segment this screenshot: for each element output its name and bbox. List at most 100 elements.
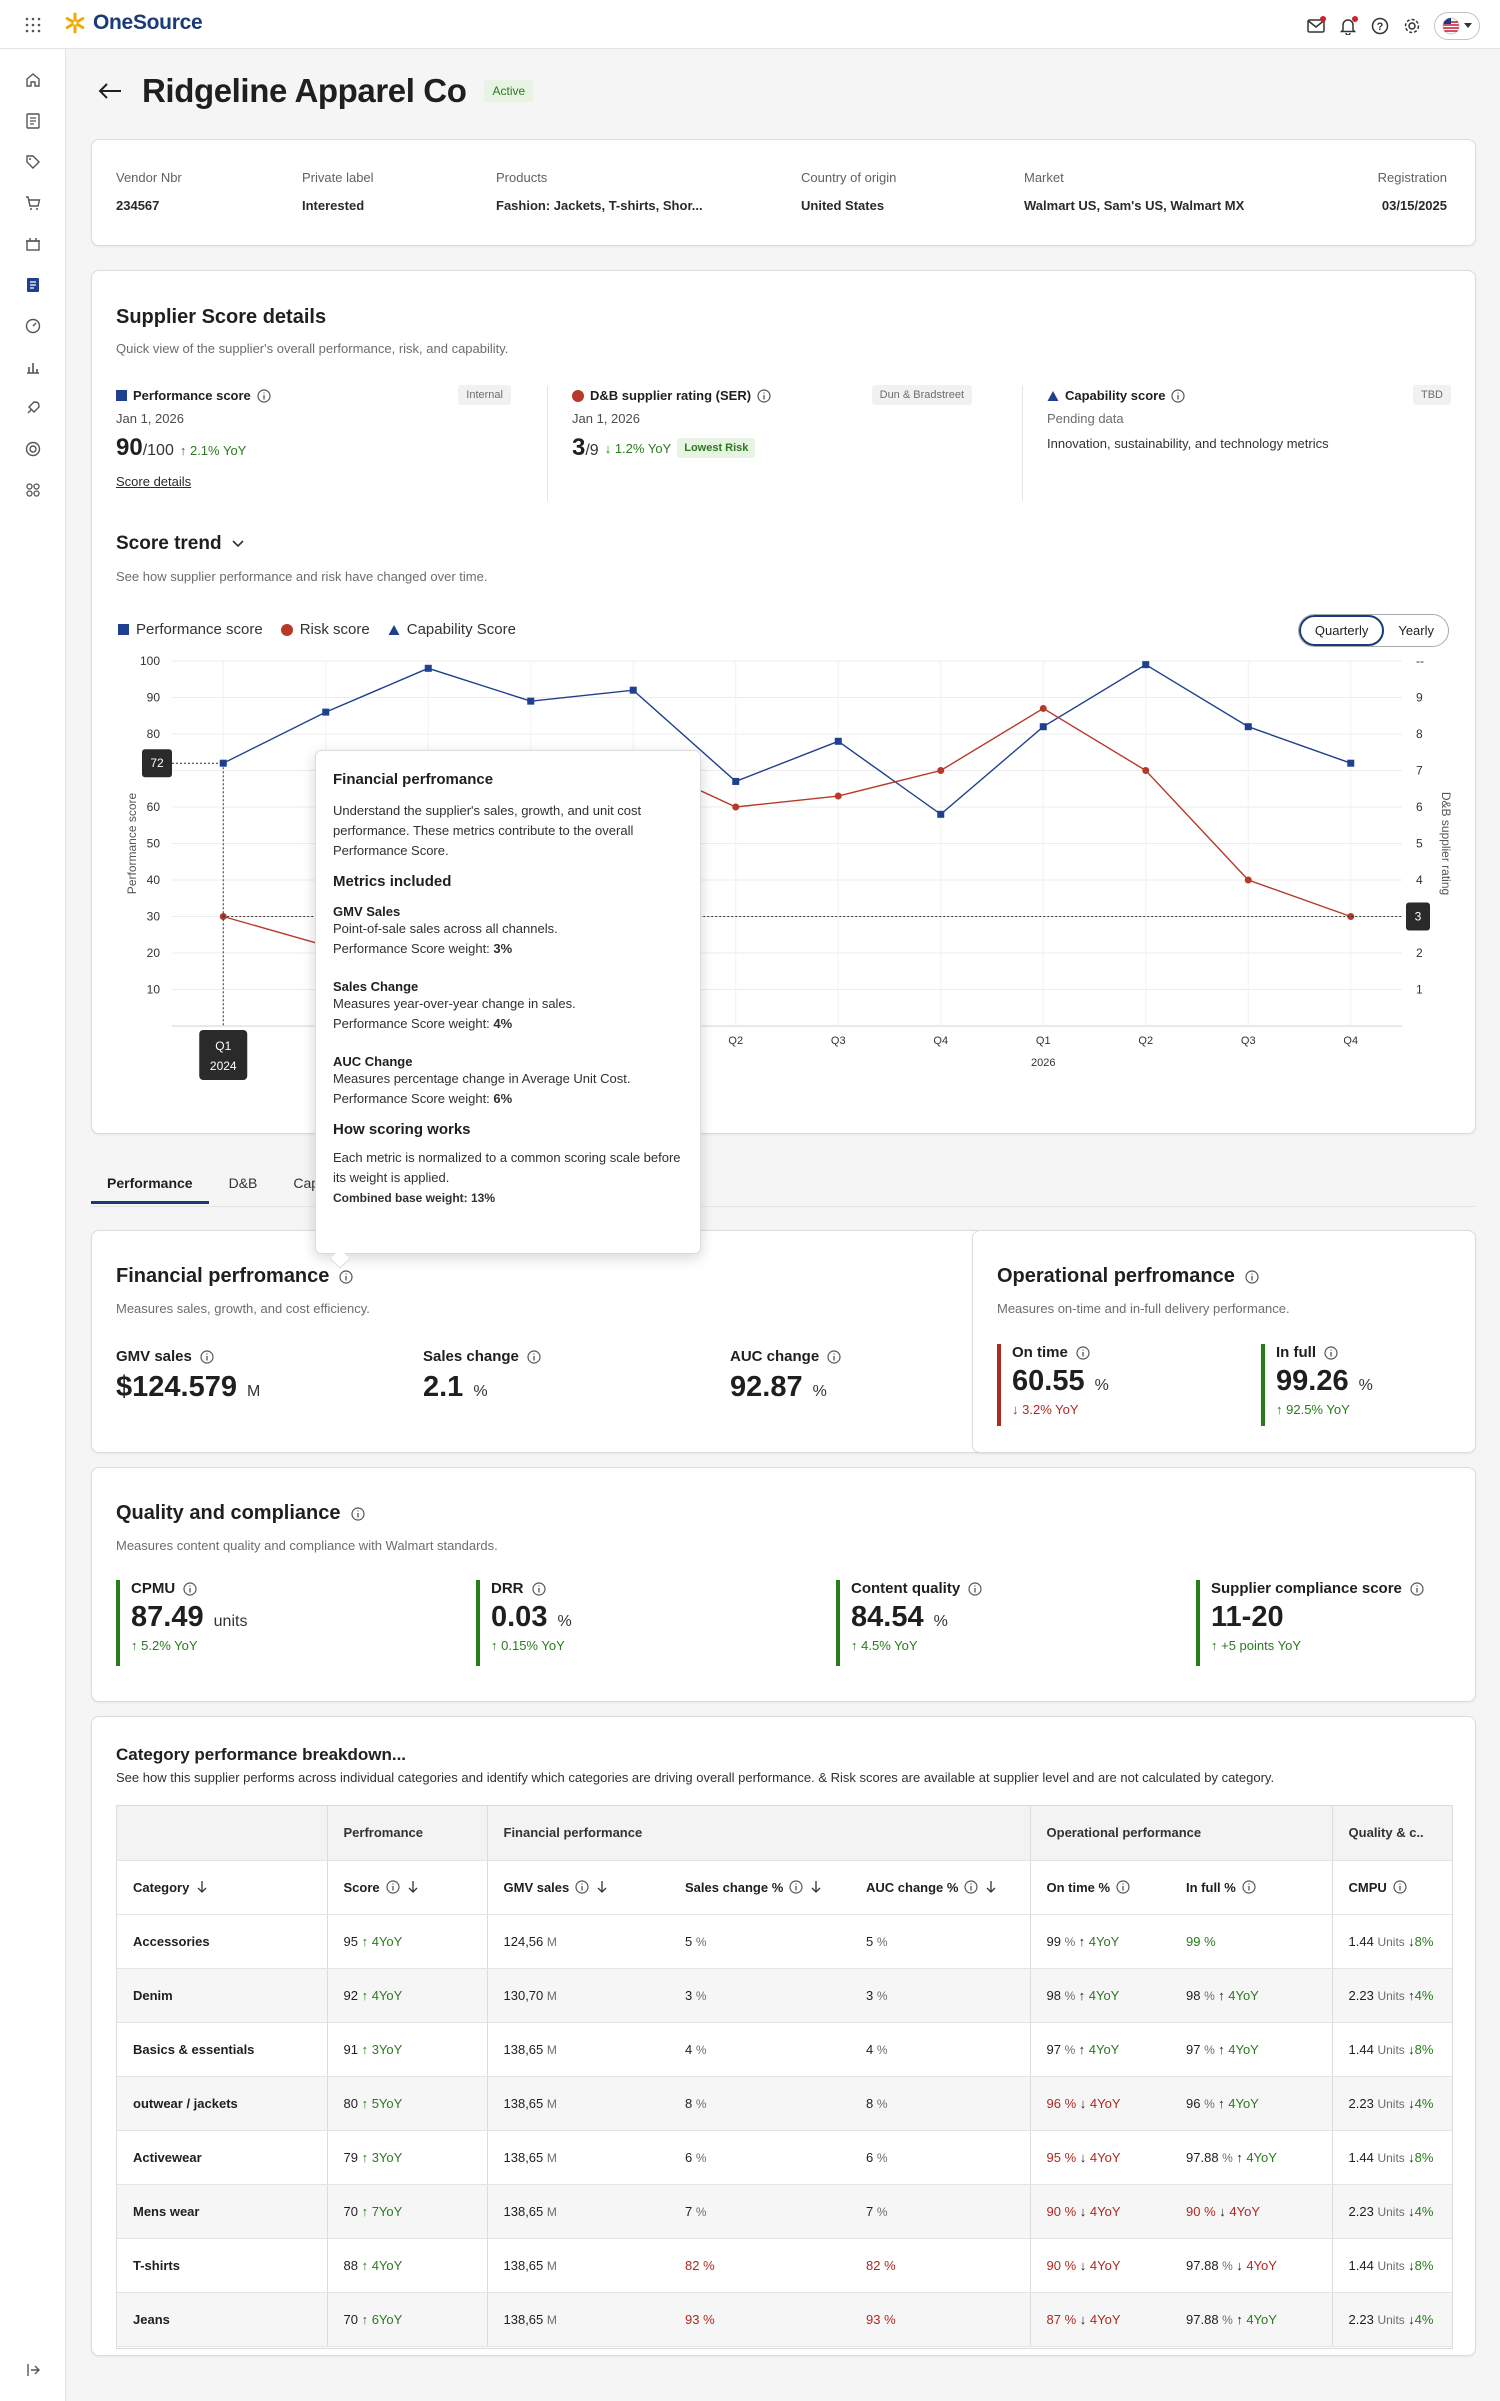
legend-risk: Risk score [280,621,370,638]
column-header[interactable]: GMV sales [486,1860,669,1915]
info-icon[interactable] [968,1581,982,1596]
capability-score-box: Capability score TBD Pending data Innova… [1047,385,1451,498]
column-header[interactable]: AUC change % [850,1860,1031,1915]
tag-icon[interactable] [23,152,43,172]
info-icon[interactable] [757,388,771,403]
info-icon[interactable] [1076,1345,1090,1360]
column-header[interactable]: Sales change % [669,1860,850,1915]
financial-performance-card: Financial perfromance Measures sales, gr… [91,1230,1086,1453]
source-tag-dnb: Dun & Bradstreet [871,385,972,405]
column-header[interactable]: On time % [1029,1860,1171,1915]
info-icon[interactable] [1171,388,1186,403]
info-icon[interactable] [964,1879,979,1894]
crosshair-right-value: 3 [1415,910,1422,924]
y2-tick-label: 2 [1416,946,1423,960]
info-icon[interactable] [1116,1879,1130,1894]
kpi-drr: DRR 0.03 % ↑ 0.15% YoY [476,1580,572,1666]
app-grid-icon[interactable] [24,16,42,34]
box-icon[interactable] [23,234,43,254]
tab-dnb[interactable]: D&B [228,1175,258,1191]
x-tick-label: Q1 [1036,1035,1051,1047]
sort-arrow-icon[interactable] [597,1880,607,1893]
info-icon[interactable] [1242,1879,1256,1894]
info-icon[interactable] [200,1349,214,1364]
rocket-icon[interactable] [23,398,43,418]
y2-tick-label: 7 [1416,764,1423,778]
kpi-content-quality: Content quality 84.54 % ↑ 4.5% YoY [836,1580,982,1666]
spark-logo-icon [65,12,85,34]
cart-icon[interactable] [23,193,43,213]
column-header[interactable]: Category [117,1860,327,1915]
info-icon[interactable] [1410,1581,1424,1596]
category-table: Perfromance Financial performance Operat… [117,1806,1452,2347]
supplier-list-icon[interactable] [23,275,43,295]
score-details-link[interactable]: Score details [116,474,192,489]
collapse-nav-icon[interactable] [23,2360,43,2380]
info-icon[interactable] [789,1879,803,1894]
performance-score-box: Performance score Internal Jan 1, 2026 9… [116,385,511,498]
data-point [1244,723,1252,731]
document-icon[interactable] [23,111,43,131]
y2-tick-label: -- [1416,654,1424,668]
tabs-divider [91,1206,1476,1207]
bell-icon[interactable] [1338,16,1358,36]
info-icon[interactable] [386,1879,400,1894]
sort-arrow-icon[interactable] [986,1880,996,1893]
chart-legend: Performance score Risk score Capability … [118,621,516,638]
app-logo[interactable]: OneSource [64,11,203,35]
info-icon[interactable] [527,1349,541,1364]
y-axis-title: Performance score [125,792,139,894]
tooltip-metric: Sales Change Measures year-over-year cha… [333,979,576,1031]
apps-icon[interactable] [23,480,43,500]
supplier-score-subtitle: Quick view of the supplier's overall per… [116,341,509,356]
column-header[interactable]: Score [326,1860,487,1915]
column-header[interactable]: In full % [1170,1860,1333,1915]
toggle-yearly[interactable]: Yearly [1398,623,1434,638]
locale-selector[interactable] [1434,12,1480,40]
home-icon[interactable] [23,70,43,90]
tooltip-metric: GMV Sales Point-of-sale sales across all… [333,904,558,956]
performance-value: 90/100 [116,434,174,461]
mail-icon[interactable] [1306,16,1326,36]
info-icon[interactable] [183,1581,197,1596]
tab-performance[interactable]: Performance [91,1165,209,1204]
category-table-container[interactable]: Perfromance Financial performance Operat… [116,1805,1453,2349]
info-icon[interactable] [1245,1269,1259,1284]
kpi-cpmu: CPMU 87.49 units ↑ 5.2% YoY [116,1580,247,1666]
table-row[interactable]: Jeans 70 ↑ 6YoY 138,65 M 93 % 93 % 87 % ↓ 4Yo… [117,2292,1452,2347]
help-icon[interactable]: ? [1370,16,1390,36]
sort-arrow-icon[interactable] [408,1880,418,1893]
info-icon[interactable] [339,1269,354,1284]
sort-arrow-icon[interactable] [197,1880,207,1893]
supplier-score-card: Supplier Score details Quick view of the… [91,270,1476,1134]
status-badge: Active [484,80,534,102]
source-tag-internal: Internal [458,385,511,405]
info-icon[interactable] [575,1879,589,1894]
table-row[interactable]: T-shirts 88 ↑ 4YoY 138,65 M 82 % 82 % 90 % ↓ … [117,2238,1452,2293]
info-icon[interactable] [350,1506,365,1521]
score-trend-dropdown[interactable]: Score trend [116,533,244,555]
info-icon[interactable] [827,1349,841,1364]
info-icon[interactable] [1324,1345,1338,1360]
info-icon[interactable] [531,1581,546,1596]
info-icon[interactable] [257,388,271,403]
settings-gear-icon[interactable] [1402,16,1422,36]
target-icon[interactable] [23,439,43,459]
bar-chart-icon[interactable] [23,357,43,377]
vendor-info-card: Vendor Nbr 234567 Private label Interested… [91,139,1476,246]
info-icon[interactable] [1393,1879,1407,1894]
sort-arrow-icon[interactable] [811,1880,821,1893]
cell-category: Accessories [117,1914,327,1969]
supplier-score-title: Supplier Score details [116,306,327,328]
back-arrow-icon[interactable] [96,77,124,105]
gauge-icon[interactable] [23,316,43,336]
column-header[interactable]: CMPU [1331,1860,1452,1915]
category-subtitle: See how this supplier performs across in… [116,1770,1275,1785]
toggle-quarterly[interactable]: Quarterly [1298,615,1385,646]
